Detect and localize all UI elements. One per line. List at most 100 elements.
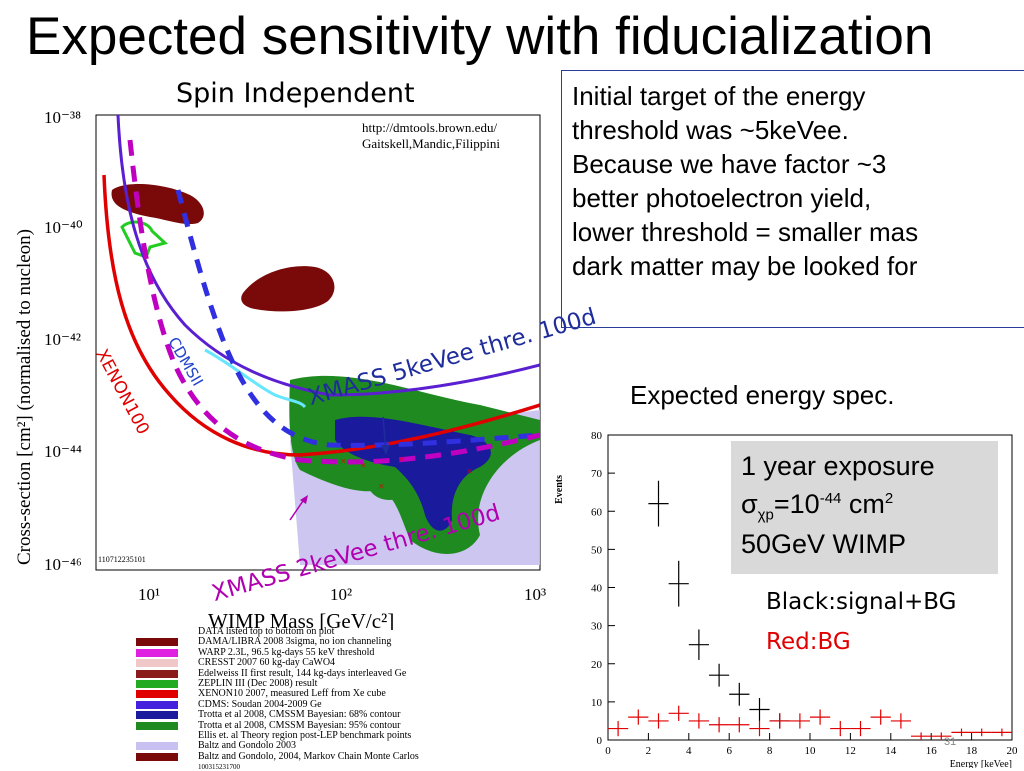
spec-y-axis-label: Events bbox=[554, 475, 565, 504]
si-legend-row: CRESST 2007 60 kg-day CaWO4 bbox=[130, 657, 500, 669]
y-tick-38: 10⁻³⁸ bbox=[44, 108, 81, 127]
cross-section-line: σχp=10-44 cm2 bbox=[741, 489, 894, 524]
y-tick-label: 40 bbox=[591, 583, 603, 595]
data-point-signal+BG bbox=[668, 560, 689, 607]
si-legend-row: CDMS: Soudan 2004-2009 Ge bbox=[130, 699, 500, 711]
x-tick-label: 16 bbox=[926, 745, 938, 757]
data-point-BG bbox=[608, 720, 629, 737]
data-point-BG bbox=[991, 728, 1012, 737]
data-point-BG bbox=[870, 709, 891, 725]
svg-text:×: × bbox=[378, 479, 385, 493]
x-tick-label: 14 bbox=[885, 745, 897, 757]
svg-text:×: × bbox=[466, 464, 473, 478]
info-line: dark matter may be looked for bbox=[572, 251, 918, 281]
data-point-BG bbox=[789, 713, 810, 729]
si-legend-label: DAMA/LIBRA 2008 3sigma, no ion channelin… bbox=[198, 636, 392, 648]
si-legend-swatch bbox=[136, 648, 178, 657]
si-legend-row: DAMA/LIBRA 2008 3sigma, no ion channelin… bbox=[130, 636, 500, 648]
y-tick-label: 10 bbox=[591, 697, 603, 709]
data-point-BG bbox=[709, 717, 730, 733]
y-tick-42: 10⁻⁴² bbox=[44, 330, 81, 349]
si-legend: DATA listed top to bottom on plot DAMA/LI… bbox=[130, 626, 500, 771]
si-x-axis-label: WIMP Mass [GeV/c²] bbox=[208, 609, 394, 630]
si-plot-subtitle: Spin Independent bbox=[176, 78, 415, 109]
data-point-signal+BG bbox=[688, 629, 709, 660]
si-legend-label: Baltz and Gondolo 2003 bbox=[198, 740, 297, 752]
info-line: Initial target of the energy bbox=[572, 81, 866, 111]
svg-text:×: × bbox=[340, 454, 347, 468]
zeplin-outline bbox=[120, 220, 169, 259]
si-legend-row: Trotta et al 2008, CMSSM Bayesian: 68% c… bbox=[130, 709, 500, 721]
trotta-95-lobe bbox=[370, 472, 406, 501]
wimp-mass-line: 50GeV WIMP bbox=[741, 529, 907, 559]
x-tick-2: 10² bbox=[330, 585, 352, 604]
data-point-BG bbox=[810, 709, 831, 725]
si-legend-swatch bbox=[136, 690, 178, 699]
info-box: Initial target of the energy threshold w… bbox=[561, 70, 1024, 328]
energy-spec-title: Expected energy spec. bbox=[630, 380, 895, 410]
y-tick-label: 80 bbox=[591, 430, 603, 442]
si-legend-row: ZEPLIN III (Dec 2008) result bbox=[130, 678, 500, 690]
x-tick-1: 10¹ bbox=[138, 585, 160, 604]
cresst-curve bbox=[204, 348, 307, 409]
si-legend-swatch bbox=[136, 700, 178, 709]
x-tick-label: 8 bbox=[767, 745, 773, 757]
data-point-BG bbox=[769, 713, 790, 729]
data-point-BG bbox=[729, 717, 750, 733]
data-point-BG bbox=[850, 720, 871, 737]
si-legend-row: WARP 2.3L, 96.5 kg-days 55 keV threshold bbox=[130, 647, 500, 659]
cdms-curve bbox=[116, 115, 540, 397]
data-point-BG bbox=[648, 713, 669, 729]
slide-title: Expected sensitivity with fiducializatio… bbox=[26, 7, 934, 66]
y-tick-label: 30 bbox=[591, 621, 603, 633]
info-line: better photoelectron yield, bbox=[572, 183, 872, 213]
si-legend-row: Edelweiss II first result, 144 kg-days i… bbox=[130, 667, 500, 680]
si-legend-row: Baltz and Gondolo, 2004, Markov Chain Mo… bbox=[130, 751, 500, 763]
svg-text:×: × bbox=[360, 458, 367, 472]
data-point-BG bbox=[931, 732, 952, 740]
y-tick-label: 70 bbox=[591, 468, 603, 480]
y-tick-46: 10⁻⁴⁶ bbox=[44, 555, 82, 574]
exposure-line: 1 year exposure bbox=[741, 451, 935, 481]
si-legend-label: Ellis et. al Theory region post-LEP benc… bbox=[198, 730, 412, 741]
si-legend-label: DATA listed top to bottom on plot bbox=[198, 626, 335, 637]
x-tick-label: 4 bbox=[686, 745, 692, 757]
data-point-BG bbox=[688, 713, 709, 729]
si-legend-swatch bbox=[136, 659, 178, 668]
y-tick-label: 60 bbox=[591, 506, 603, 518]
x-tick-label: 6 bbox=[726, 745, 732, 757]
x-tick-label: 0 bbox=[605, 745, 611, 757]
data-point-BG bbox=[749, 720, 770, 737]
y-tick-label: 0 bbox=[597, 735, 603, 747]
y-tick-label: 20 bbox=[591, 659, 603, 671]
data-point-BG bbox=[830, 720, 851, 737]
credit-authors: Gaitskell,Mandic,Filippini bbox=[362, 136, 500, 151]
x-tick-label: 2 bbox=[646, 745, 652, 757]
si-legend-swatch bbox=[136, 721, 178, 730]
key-signal-bg: Black:signal+BG bbox=[766, 589, 957, 615]
si-legend-swatch bbox=[136, 638, 178, 647]
x-tick-3: 10³ bbox=[524, 585, 546, 604]
plot-id: 110712235101 bbox=[98, 555, 146, 564]
credit-url: http://dmtools.brown.edu/ bbox=[362, 120, 497, 135]
info-line: lower threshold = smaller mas bbox=[572, 217, 919, 247]
si-legend-row: Trotta et al 2008, CMSSM Bayesian: 95% c… bbox=[130, 720, 500, 732]
xmass-2kev-curve bbox=[127, 139, 540, 465]
slide-number: 31 bbox=[944, 736, 957, 748]
si-legend-label: CRESST 2007 60 kg-day CaWO4 bbox=[198, 657, 336, 669]
si-legend-label: XENON10 2007, measured Leff from Xe cube bbox=[198, 688, 386, 700]
data-point-BG bbox=[971, 728, 992, 737]
si-legend-row: XENON10 2007, measured Leff from Xe cube bbox=[130, 688, 500, 700]
si-y-axis-label: Cross-section [cm²] (normalised to nucle… bbox=[14, 229, 35, 565]
x-tick-label: 12 bbox=[845, 745, 856, 757]
si-legend-swatch bbox=[136, 669, 178, 678]
si-legend-swatch bbox=[136, 711, 178, 720]
x-tick-label: 18 bbox=[966, 745, 978, 757]
exposure-box: 1 year exposure σχp=10-44 cm2 50GeV WIMP bbox=[731, 441, 998, 574]
si-legend-swatch bbox=[136, 732, 178, 740]
data-point-BG bbox=[890, 713, 911, 729]
data-point-signal+BG bbox=[648, 480, 669, 527]
si-legend-label: Edelweiss II first result, 144 kg-days i… bbox=[198, 667, 407, 679]
si-legend-swatch bbox=[136, 752, 178, 761]
y-tick-40: 10⁻⁴⁰ bbox=[44, 218, 83, 237]
